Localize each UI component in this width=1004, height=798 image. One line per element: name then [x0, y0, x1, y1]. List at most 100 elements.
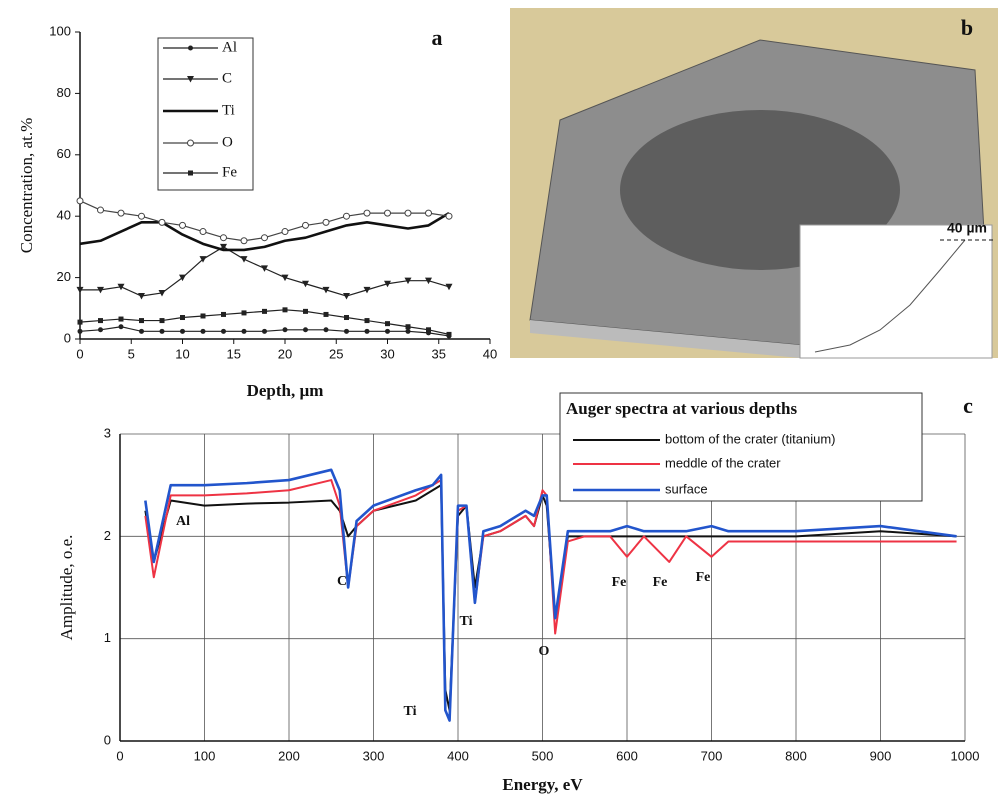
marker [117, 283, 125, 291]
panel-label: c [963, 393, 973, 418]
scale-label: 40 µm [947, 220, 987, 236]
series-line [144, 468, 957, 722]
marker [281, 274, 289, 282]
marker [77, 319, 83, 325]
legend-title: Auger spectra at various depths [566, 399, 797, 418]
marker [322, 286, 330, 294]
marker [187, 76, 194, 83]
marker [180, 315, 185, 321]
marker [426, 327, 431, 333]
marker [445, 212, 453, 220]
marker [98, 318, 103, 324]
marker [98, 327, 103, 333]
marker [343, 293, 350, 300]
marker [281, 228, 289, 236]
marker [323, 327, 329, 333]
marker [323, 311, 329, 317]
marker [282, 327, 288, 333]
x-tick-label: 300 [363, 748, 385, 763]
y-tick-label: 3 [104, 425, 111, 440]
panel-label: a [432, 25, 443, 50]
y-tick-label: 2 [104, 528, 111, 543]
marker [179, 274, 186, 282]
marker [138, 212, 145, 220]
legend-box [157, 37, 254, 191]
marker [200, 313, 206, 319]
marker [425, 209, 432, 217]
marker [118, 316, 124, 322]
marker [180, 328, 185, 334]
marker [262, 308, 267, 314]
marker [344, 315, 349, 321]
y-tick-label: 80 [57, 85, 71, 100]
marker [404, 209, 412, 217]
legend-label: C [222, 70, 232, 86]
y-tick-label: 0 [64, 330, 71, 345]
marker [76, 197, 84, 205]
y-axis-title: Concentration, at.% [17, 118, 36, 254]
marker [117, 209, 125, 217]
x-tick-label: 700 [701, 748, 723, 763]
legend-label: O [222, 134, 233, 150]
legend-label: meddle of the crater [665, 455, 781, 470]
marker [363, 286, 371, 294]
marker [220, 234, 227, 242]
marker [139, 328, 144, 334]
panel-label: b [961, 15, 973, 40]
marker [76, 286, 84, 294]
annotation: Al [176, 514, 190, 529]
marker [199, 256, 207, 263]
marker [262, 328, 267, 334]
y-tick-label: 100 [49, 23, 71, 38]
marker [240, 237, 248, 245]
marker [425, 277, 432, 285]
marker [199, 228, 207, 236]
marker [158, 289, 166, 297]
marker [445, 283, 453, 291]
marker [261, 234, 268, 242]
marker [446, 331, 452, 337]
annotation: C [337, 574, 347, 589]
marker [97, 286, 104, 294]
series-line [144, 479, 957, 722]
marker [404, 277, 412, 285]
x-tick-label: 5 [128, 346, 135, 361]
annotation: Ti [460, 614, 473, 629]
x-tick-label: 600 [616, 748, 638, 763]
y-tick-label: 20 [57, 269, 71, 284]
x-tick-label: 30 [380, 346, 394, 361]
marker [385, 328, 390, 334]
y-tick-label: 40 [57, 208, 71, 223]
annotation: Fe [696, 570, 711, 585]
x-tick-label: 25 [329, 346, 343, 361]
marker [282, 307, 288, 313]
x-tick-label: 35 [432, 346, 446, 361]
x-axis-title: Energy, eV [502, 775, 583, 794]
legend-box [559, 392, 923, 502]
x-tick-label: 900 [870, 748, 892, 763]
marker [303, 327, 308, 333]
marker [220, 243, 227, 251]
marker [187, 139, 194, 147]
surface-base [530, 320, 800, 358]
x-tick-label: 200 [278, 748, 300, 763]
marker [385, 321, 390, 327]
marker [159, 328, 165, 334]
x-tick-label: 15 [227, 346, 241, 361]
marker [221, 328, 226, 334]
marker [188, 45, 193, 51]
profile-inset [799, 224, 993, 359]
marker [303, 308, 308, 314]
marker [302, 221, 309, 229]
marker [343, 212, 350, 220]
marker [364, 328, 370, 334]
marker [363, 209, 371, 217]
marker [405, 328, 411, 334]
annotation: Fe [653, 575, 668, 590]
legend-label: Fe [222, 164, 237, 180]
x-tick-label: 400 [447, 748, 469, 763]
marker [241, 328, 247, 334]
marker [241, 310, 247, 316]
marker [118, 324, 124, 330]
marker [77, 328, 83, 334]
